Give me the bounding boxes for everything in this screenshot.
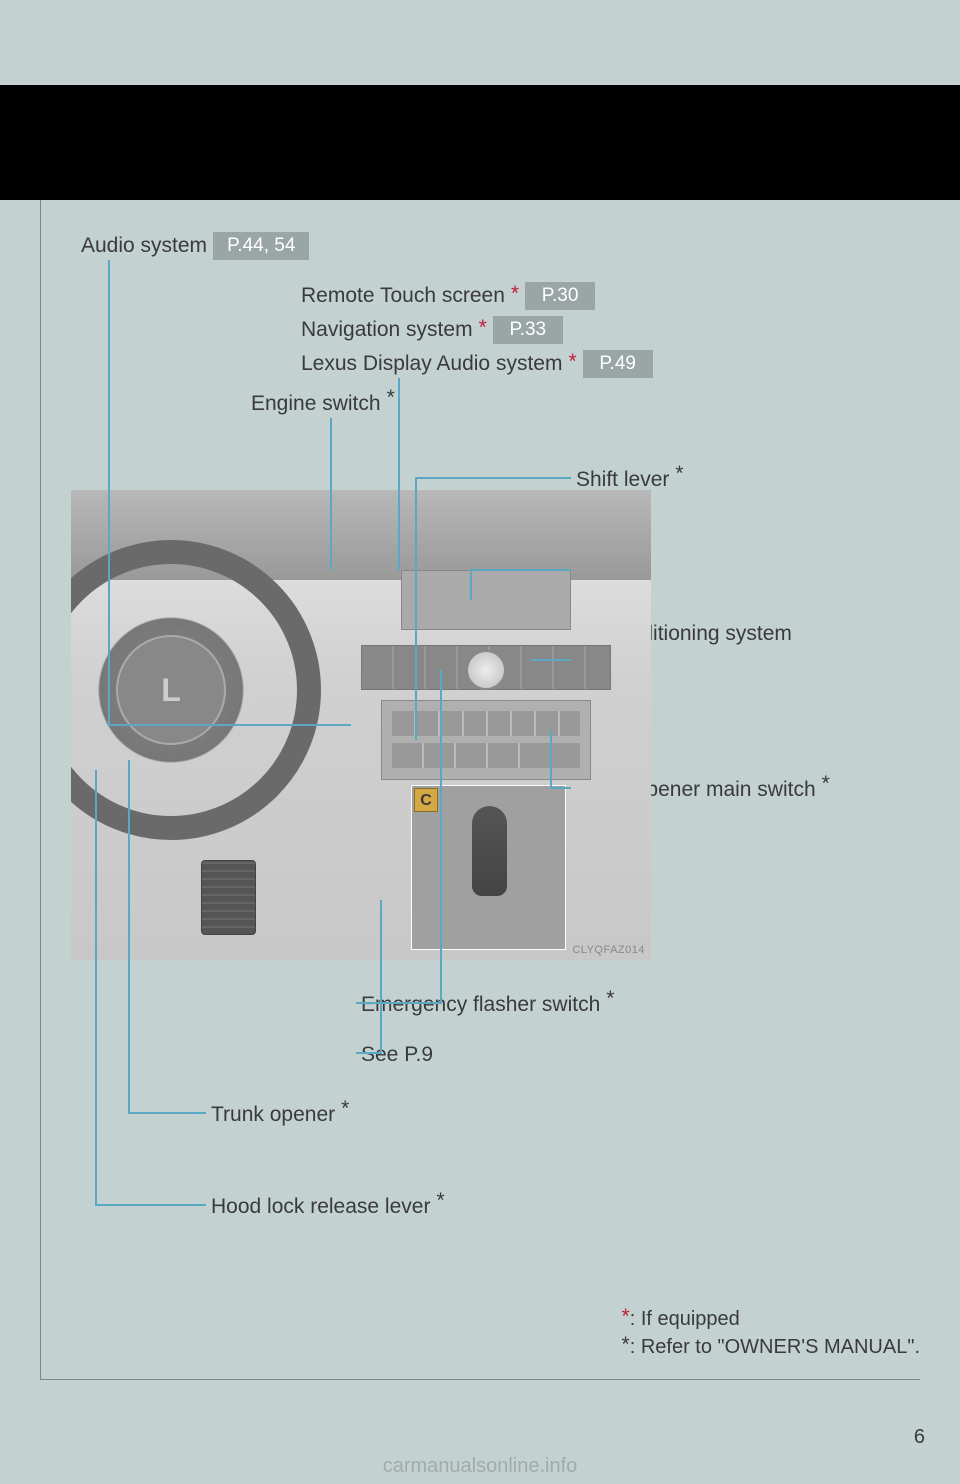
- label-lda-text: Lexus Display Audio system: [301, 352, 562, 376]
- page-ref-remote: P.30: [525, 282, 595, 310]
- label-shift: Shift lever*: [576, 468, 684, 492]
- c-badge: C: [414, 788, 438, 812]
- red-star-icon: *: [479, 316, 487, 340]
- star-icon: *: [387, 386, 395, 410]
- label-trunk: Trunk opener*: [211, 1103, 349, 1127]
- label-emergency: Emergency flasher switch*: [361, 993, 614, 1017]
- label-audio-text: Audio system: [81, 234, 207, 258]
- star-icon: *: [436, 1189, 444, 1213]
- star-icon: *: [822, 772, 830, 796]
- star-icon: *: [622, 1333, 630, 1356]
- red-star-icon: *: [568, 350, 576, 374]
- label-emergency-text: Emergency flasher switch: [361, 993, 600, 1017]
- label-trunk-text: Trunk opener: [211, 1103, 335, 1127]
- star-icon: *: [341, 1097, 349, 1121]
- steering-logo: L: [116, 635, 226, 745]
- shifter: [472, 806, 507, 896]
- page-ref-nav: P.33: [493, 316, 563, 344]
- page-frame: Audio system P.44, 54 Remote Touch scree…: [40, 200, 920, 1380]
- label-lda: Lexus Display Audio system* P.49: [301, 350, 653, 378]
- star-icon: *: [675, 462, 683, 486]
- label-nav: Navigation system* P.33: [301, 316, 563, 344]
- display-screen: [401, 570, 571, 630]
- footnote-red: *: If equipped: [622, 1307, 920, 1331]
- image-code: CLYQFAZ014: [572, 944, 645, 956]
- label-nav-text: Navigation system: [301, 318, 473, 342]
- buttons-panel: [381, 700, 591, 780]
- control-knob: [466, 650, 506, 690]
- label-engine: Engine switch*: [251, 392, 395, 416]
- page-number: 6: [914, 1426, 925, 1449]
- star-icon: *: [606, 987, 614, 1011]
- label-audio: Audio system P.44, 54: [81, 232, 309, 260]
- red-star-icon: *: [511, 282, 519, 306]
- label-hood: Hood lock release lever*: [211, 1195, 445, 1219]
- page-ref-lda: P.49: [583, 350, 653, 378]
- label-seep9-text: See P.9: [361, 1043, 433, 1067]
- dashboard-illustration: L C CLYQFAZ014: [71, 490, 651, 960]
- center-console: C: [361, 550, 611, 950]
- steering-wheel: L: [71, 540, 321, 840]
- red-star-icon: *: [622, 1305, 630, 1328]
- pedal: [201, 860, 256, 935]
- shifter-area: C: [411, 785, 566, 950]
- label-remote-text: Remote Touch screen: [301, 284, 505, 308]
- page-ref-audio: P.44, 54: [213, 232, 309, 260]
- footnotes: *: If equipped *: Refer to "OWNER'S MANU…: [622, 1303, 920, 1359]
- label-shift-text: Shift lever: [576, 468, 669, 492]
- label-hood-text: Hood lock release lever: [211, 1195, 430, 1219]
- label-remote: Remote Touch screen* P.30: [301, 282, 595, 310]
- watermark: carmanualsonline.info: [383, 1455, 578, 1478]
- header-black-band: [0, 85, 960, 200]
- label-seep9: See P.9: [361, 1043, 433, 1067]
- footnote-star: *: Refer to "OWNER'S MANUAL".: [622, 1335, 920, 1359]
- label-engine-text: Engine switch: [251, 392, 381, 416]
